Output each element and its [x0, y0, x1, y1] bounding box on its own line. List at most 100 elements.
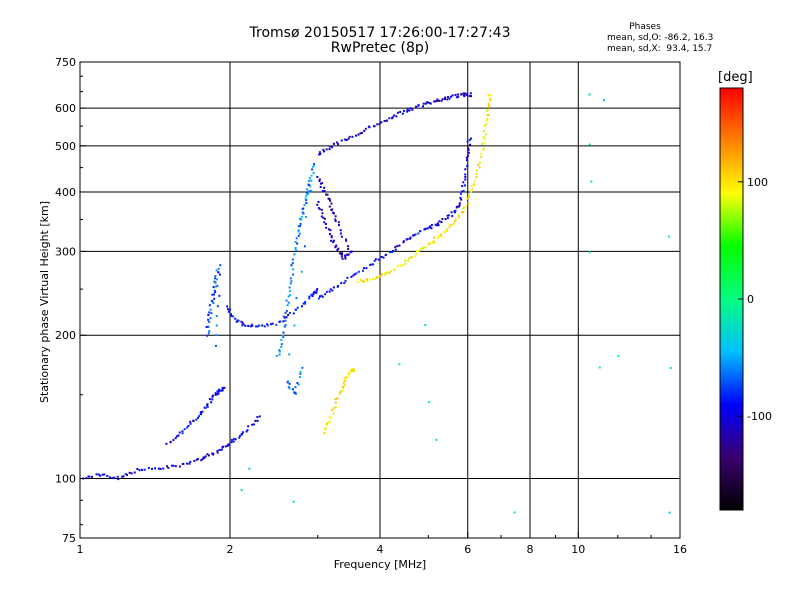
colorbar-unit: [deg]: [718, 70, 753, 85]
echo-point: [456, 205, 459, 208]
echo-point: [435, 438, 438, 441]
echo-point: [305, 215, 308, 218]
echo-point: [245, 430, 248, 433]
echo-point: [330, 202, 333, 205]
echo-point: [488, 105, 491, 108]
echo-point: [255, 325, 258, 328]
echo-point: [402, 241, 405, 244]
echo-point: [177, 434, 180, 437]
echo-point: [389, 251, 392, 254]
echo-point: [444, 96, 447, 99]
echo-point: [483, 137, 486, 140]
echo-point: [362, 280, 365, 283]
echo-point: [287, 386, 290, 389]
echo-point: [478, 166, 481, 169]
echo-point: [298, 376, 301, 379]
echo-point: [375, 276, 378, 279]
echo-point: [209, 317, 212, 320]
echo-point: [337, 224, 340, 227]
echo-point: [445, 228, 448, 231]
echo-point: [217, 271, 220, 274]
echo-point: [482, 136, 485, 139]
echo-point: [103, 473, 106, 476]
echo-point: [399, 110, 402, 113]
echo-point: [237, 319, 240, 322]
echo-point: [210, 312, 213, 315]
echo-point: [324, 427, 327, 430]
echo-point: [464, 175, 467, 178]
echo-point: [305, 199, 308, 202]
echo-point: [325, 424, 328, 427]
echo-point: [459, 196, 462, 199]
trace: [240, 93, 672, 514]
echo-point: [340, 255, 343, 258]
echo-point: [368, 278, 371, 281]
echo-point: [396, 264, 399, 267]
colorbar-ticks: 100 0 -100: [738, 176, 772, 423]
echo-point: [226, 308, 229, 311]
stats-line-x: mean, sd,X: 93.4, 15.7: [607, 44, 713, 54]
echo-point: [454, 209, 457, 212]
echo-point: [292, 268, 295, 271]
echo-point: [113, 476, 116, 479]
echo-point: [216, 284, 219, 287]
echo-point: [328, 416, 331, 419]
echo-point: [461, 190, 464, 193]
echo-point: [366, 280, 369, 283]
echo-point: [217, 267, 220, 270]
echo-point: [282, 336, 285, 339]
echo-point: [404, 259, 407, 262]
echo-point: [261, 324, 264, 327]
x-axis-ticks: 1 2 4 6 8 10 16: [77, 532, 687, 556]
echo-point: [454, 218, 457, 221]
echo-point: [215, 278, 218, 281]
echo-point: [394, 248, 397, 251]
echo-point: [211, 452, 214, 455]
echo-point: [228, 443, 231, 446]
echo-point: [393, 114, 396, 117]
echo-point: [256, 419, 259, 422]
echo-point: [301, 211, 304, 214]
echo-point: [289, 277, 292, 280]
echo-point: [447, 214, 450, 217]
echo-point: [355, 134, 358, 137]
echo-point: [340, 139, 343, 142]
echo-point: [290, 264, 293, 267]
echo-point: [247, 425, 250, 428]
echo-point: [438, 220, 441, 223]
echo-point: [383, 120, 386, 123]
echo-point: [207, 313, 210, 316]
echo-point: [466, 94, 469, 97]
echo-point: [253, 423, 256, 426]
echo-point: [297, 383, 300, 386]
echo-point: [208, 304, 211, 307]
echo-point: [172, 464, 175, 467]
echo-point: [345, 138, 348, 141]
echo-point: [279, 320, 282, 323]
echo-point: [116, 475, 119, 478]
echo-point: [302, 302, 305, 305]
echo-point: [275, 354, 278, 357]
echo-point: [206, 453, 209, 456]
echo-point: [291, 262, 294, 265]
echo-point: [462, 189, 465, 192]
echo-point: [186, 462, 189, 465]
echo-point: [240, 433, 243, 436]
echo-point: [364, 127, 367, 130]
echo-point: [221, 387, 224, 390]
echo-point: [345, 238, 348, 241]
echo-point: [289, 294, 292, 297]
echo-point: [282, 331, 285, 334]
echo-point: [467, 202, 470, 205]
echo-point: [485, 119, 488, 122]
echo-point: [394, 246, 397, 249]
trace: [318, 92, 473, 156]
echo-point: [350, 369, 353, 372]
echo-point: [234, 317, 237, 320]
echo-point: [344, 379, 347, 382]
echo-point: [470, 184, 473, 187]
echo-point: [450, 95, 453, 98]
echo-point: [440, 221, 443, 224]
echo-point: [305, 194, 308, 197]
echo-point: [450, 211, 453, 214]
